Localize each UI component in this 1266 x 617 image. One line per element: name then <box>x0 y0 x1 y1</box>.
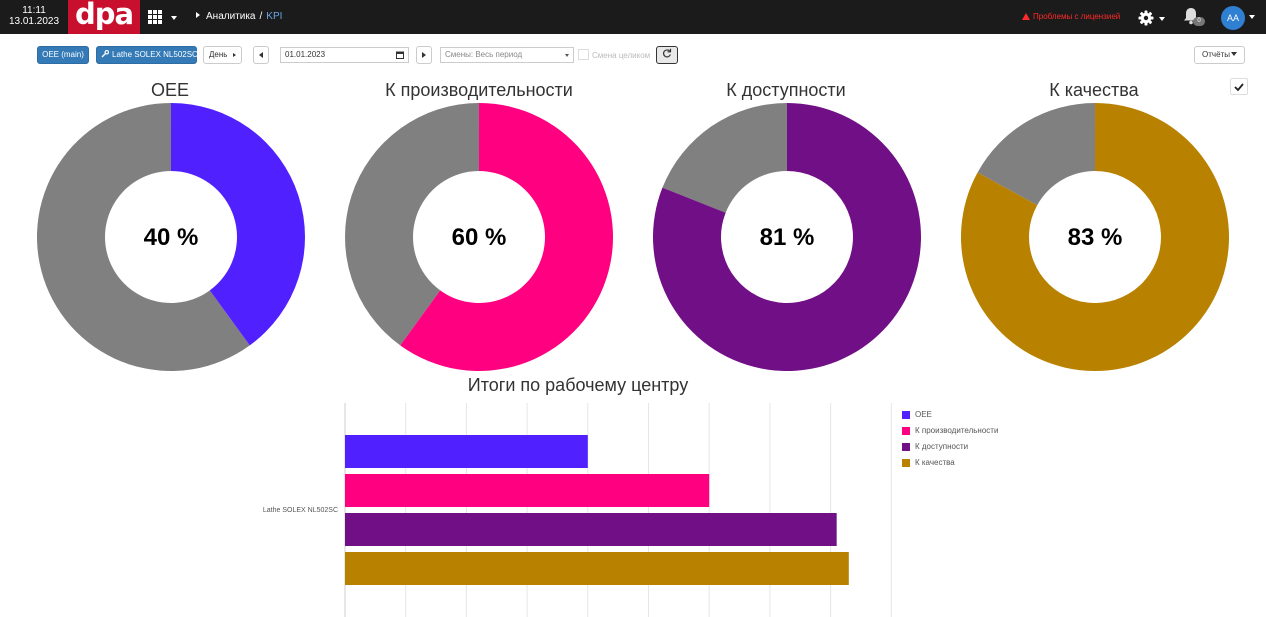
clock: 11:11 13.01.2023 <box>6 5 62 27</box>
license-warning[interactable]: Проблемы с лицензией <box>1022 12 1120 21</box>
breadcrumb-separator: / <box>259 11 263 22</box>
donut-value-slice <box>400 103 613 371</box>
availability-value: 81 % <box>759 224 815 251</box>
performance-chart-title: К производительности <box>385 80 573 100</box>
legend-swatch <box>902 459 910 467</box>
filter-toolbar: OEE (main) Lathe SOLEX NL502SC День 01.0… <box>0 46 1266 66</box>
date-field-value: 01.01.2023 <box>285 50 326 59</box>
machine-button-label: Lathe SOLEX NL502SC <box>112 50 198 59</box>
work-center-bar-chart <box>344 403 892 617</box>
legend-label: К качества <box>915 458 955 467</box>
donut-value-slice <box>171 103 305 346</box>
bar-3 <box>345 513 837 546</box>
checkbox-icon <box>578 49 589 60</box>
chevron-down-icon <box>1159 17 1165 21</box>
shift-select[interactable]: Смены: Весь период <box>440 47 574 63</box>
period-select-value: День <box>209 50 228 59</box>
top-navbar: 11:11 13.01.2023 dpa Аналитика / KPI Пробл… <box>0 0 1266 34</box>
user-menu-chevron-icon[interactable] <box>1249 15 1255 19</box>
availability-chart-title: К доступности <box>726 80 846 100</box>
settings-menu-button[interactable] <box>1138 9 1166 27</box>
grid-icon <box>148 10 164 24</box>
dpa-logo[interactable]: dpa <box>68 0 140 34</box>
date-field[interactable]: 01.01.2023 <box>280 47 409 63</box>
wrench-icon <box>101 49 110 58</box>
chevron-right-icon <box>422 51 426 58</box>
whole-shift-label: Смена целиком <box>592 51 651 60</box>
gear-icon <box>1138 10 1154 26</box>
clock-date: 13.01.2023 <box>8 16 60 27</box>
checkmark-icon <box>1234 83 1244 91</box>
clock-time: 11:11 <box>22 5 46 16</box>
bar-4 <box>345 552 849 585</box>
bar-1 <box>345 435 588 468</box>
previous-date-button[interactable] <box>253 46 269 64</box>
performance-donut-chart <box>345 103 613 371</box>
avatar[interactable]: AA <box>1221 6 1245 30</box>
chevron-left-icon <box>259 51 263 58</box>
legend-label: OEE <box>915 410 932 419</box>
breadcrumb: Аналитика / KPI <box>196 11 282 22</box>
donut-value-slice <box>961 103 1229 371</box>
chevron-down-icon <box>565 54 569 57</box>
machine-button[interactable]: Lathe SOLEX NL502SC <box>96 46 198 64</box>
refresh-icon <box>662 48 672 58</box>
bar-chart-title: Итоги по рабочему центру <box>467 375 689 395</box>
calendar-icon[interactable] <box>396 51 404 59</box>
caret-right-icon <box>233 53 236 57</box>
legend-label: К производительности <box>915 426 999 435</box>
bar-chart-category-label: Lathe SOLEX NL502SC <box>262 507 338 514</box>
performance-value: 60 % <box>451 224 507 251</box>
caret-right-icon <box>196 12 200 19</box>
legend-swatch <box>902 411 910 419</box>
legend-label: К доступности <box>915 442 969 451</box>
reports-button-label: Отчёты <box>1202 50 1230 59</box>
legend-swatch <box>902 443 910 451</box>
oee-main-button[interactable]: OEE (main) <box>37 46 89 64</box>
oee-value: 40 % <box>143 224 199 251</box>
donut-remainder-slice <box>37 103 250 371</box>
oee-chart-title: OEE <box>150 80 189 100</box>
donut-remainder-slice <box>977 103 1095 206</box>
donut-remainder-slice <box>345 103 479 346</box>
quality-value: 83 % <box>1067 224 1123 251</box>
notification-count-badge: 0 <box>1193 17 1205 26</box>
donut-value-slice <box>653 103 921 371</box>
license-warning-text: Проблемы с лицензией <box>1033 12 1121 21</box>
chevron-down-icon <box>1230 52 1237 56</box>
refresh-button[interactable] <box>656 46 678 64</box>
breadcrumb-analytics[interactable]: Аналитика <box>206 11 256 22</box>
apps-menu-button[interactable] <box>148 10 180 26</box>
collapse-panel-button[interactable] <box>1230 78 1248 95</box>
whole-shift-checkbox[interactable]: Смена целиком <box>578 49 650 60</box>
logo-text: dpa <box>74 0 134 31</box>
notifications-button[interactable]: 0 <box>1183 7 1209 29</box>
warning-icon <box>1022 13 1030 20</box>
availability-donut-chart <box>653 103 921 371</box>
oee-donut-chart <box>37 103 305 371</box>
shift-select-value: Смены: Весь период <box>445 50 523 59</box>
reports-button[interactable]: Отчёты <box>1194 46 1245 64</box>
quality-chart-title: К качества <box>1049 80 1139 100</box>
donut-remainder-slice <box>662 103 787 213</box>
legend-swatch <box>902 427 910 435</box>
chevron-down-icon <box>171 16 177 20</box>
bar-2 <box>345 474 710 507</box>
quality-donut-chart <box>961 103 1229 371</box>
period-select[interactable]: День <box>203 46 242 64</box>
breadcrumb-kpi: KPI <box>266 11 283 22</box>
next-date-button[interactable] <box>416 46 432 64</box>
